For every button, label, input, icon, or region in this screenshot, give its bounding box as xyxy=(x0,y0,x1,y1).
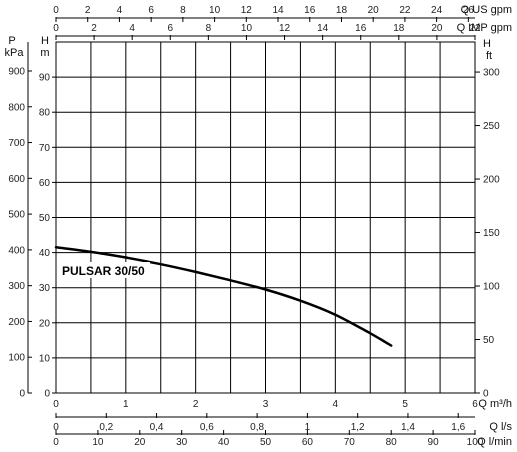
x-axis-us-gpm-tick-label: 22 xyxy=(399,5,411,16)
y-axis-kpa-tick-label: 100 xyxy=(8,353,25,364)
y-axis-kpa-tick-label: 600 xyxy=(8,174,25,185)
x-axis-imp-gpm-tick-label: 16 xyxy=(355,23,367,34)
x-axis-us-gpm-tick-label: 4 xyxy=(117,5,123,16)
y-axis-kpa-symbol: P xyxy=(8,35,15,47)
y-axis-ft-tick-label: 150 xyxy=(483,228,500,239)
y-axis-m-tick-label: 0 xyxy=(44,389,50,400)
y-axis-m-tick-label: 10 xyxy=(39,353,51,364)
x-axis-lmin-tick-label: 100 xyxy=(467,437,484,448)
x-axis-imp-gpm-label: Q IMP gpm xyxy=(457,22,512,34)
x-axis-imp-gpm-tick-label: 14 xyxy=(317,23,329,34)
x-axis-us-gpm-tick-label: 26 xyxy=(463,5,475,16)
x-axis-ls-tick-label: 0,2 xyxy=(99,422,113,433)
x-axis-ls-tick-label: 1,2 xyxy=(351,422,365,433)
x-axis-us-gpm-label: Q US gpm xyxy=(461,4,512,16)
y-axis-ft-tick-label: 300 xyxy=(483,68,500,79)
y-axis-kpa-tick-label: 0 xyxy=(19,389,25,400)
x-axis-us-gpm-tick-label: 18 xyxy=(336,5,348,16)
y-axis-m-tick-label: 50 xyxy=(39,213,51,224)
x-axis-ls-tick-label: 1,4 xyxy=(401,422,415,433)
x-axis-lmin-tick-label: 60 xyxy=(302,437,314,448)
x-axis-ls-tick-label: 0,4 xyxy=(150,422,164,433)
x-axis-imp-gpm-tick-label: 20 xyxy=(431,23,443,34)
x-axis-ls-tick-label: 1 xyxy=(305,422,311,433)
x-axis-lmin-tick-label: 10 xyxy=(92,437,104,448)
y-axis-kpa-tick-label: 900 xyxy=(8,66,25,77)
x-axis-lmin-tick-label: 50 xyxy=(260,437,272,448)
x-axis-us-gpm-tick-label: 12 xyxy=(241,5,253,16)
x-axis-imp-gpm-tick-label: 10 xyxy=(241,23,253,34)
x-axis-m3h-label: Q m³/h xyxy=(478,398,512,410)
x-axis-us-gpm-tick-label: 16 xyxy=(304,5,316,16)
x-axis-m3h-tick-label: 1 xyxy=(123,399,129,410)
y-axis-ft-tick-label: 250 xyxy=(483,121,500,132)
x-axis-us-gpm-tick-label: 20 xyxy=(368,5,380,16)
y-axis-m-symbol: H xyxy=(41,35,49,47)
x-axis-us-gpm-tick-label: 24 xyxy=(431,5,443,16)
x-axis-ls-tick-label: 0,8 xyxy=(250,422,264,433)
x-axis-lmin-tick-label: 40 xyxy=(218,437,230,448)
x-axis-us-gpm-tick-label: 2 xyxy=(85,5,91,16)
y-axis-ft-tick-label: 50 xyxy=(483,335,495,346)
y-axis-ft-tick-label: 200 xyxy=(483,175,500,186)
y-axis-kpa-tick-label: 800 xyxy=(8,102,25,113)
x-axis-imp-gpm-tick-label: 22 xyxy=(469,23,481,34)
series: PULSAR 30/50 xyxy=(54,246,393,347)
y-axis-m-tick-label: 60 xyxy=(39,178,51,189)
x-axis-m3h-tick-label: 2 xyxy=(193,399,199,410)
x-axis-imp-gpm-tick-label: 4 xyxy=(129,23,135,34)
x-axis-lmin-tick-label: 30 xyxy=(176,437,188,448)
y-axis-ft-symbol: H xyxy=(483,38,491,50)
y-axis-ft-unit: ft xyxy=(486,50,492,62)
x-axis-lmin-tick-label: 90 xyxy=(428,437,440,448)
x-axis-lmin-label: Q l/min xyxy=(477,436,512,448)
x-axis-us-gpm-tick-label: 8 xyxy=(180,5,186,16)
x-axis-imp-gpm-tick-label: 12 xyxy=(279,23,291,34)
x-axis-m3h-tick-label: 4 xyxy=(333,399,339,410)
x-axis-lmin-tick-label: 70 xyxy=(344,437,356,448)
y-axis-m-tick-label: 90 xyxy=(39,73,51,84)
x-axis-ls-tick-label: 0,6 xyxy=(200,422,214,433)
series-label: PULSAR 30/50 xyxy=(62,264,145,278)
x-axis-us-gpm-tick-label: 6 xyxy=(148,5,154,16)
y-axis-m-tick-label: 40 xyxy=(39,248,51,259)
x-axis-m3h-tick-label: 0 xyxy=(53,399,59,410)
x-axis-imp-gpm-tick-label: 6 xyxy=(167,23,173,34)
x-axis-lmin-tick-label: 20 xyxy=(134,437,146,448)
y-axis-m-tick-label: 80 xyxy=(39,108,51,119)
y-axis-kpa-tick-label: 400 xyxy=(8,245,25,256)
y-axis-kpa-unit: kPa xyxy=(5,47,25,59)
series-line-pulsar-30-50 xyxy=(54,246,393,347)
x-axis-ls-label: Q l/s xyxy=(489,421,512,433)
x-axis-ls-tick-label: 1,6 xyxy=(451,422,465,433)
x-axis-us-gpm-tick-label: 0 xyxy=(53,5,59,16)
series-label-bg xyxy=(60,262,150,278)
x-axis-imp-gpm-tick-label: 2 xyxy=(91,23,97,34)
y-axis-kpa-tick-label: 700 xyxy=(8,138,25,149)
y-axis-m-unit: m xyxy=(40,47,49,59)
x-axis-ls-tick-label: 0 xyxy=(53,422,59,433)
y-axis-m-tick-label: 30 xyxy=(39,283,51,294)
y-axis-ft-tick-label: 100 xyxy=(483,282,500,293)
grid xyxy=(55,41,476,394)
x-axis-m3h-tick-label: 5 xyxy=(402,399,408,410)
x-axis-us-gpm-tick-label: 14 xyxy=(272,5,284,16)
x-axis-imp-gpm-tick-label: 18 xyxy=(393,23,405,34)
x-axis-m3h-tick-label: 6 xyxy=(472,399,478,410)
y-axis-m-tick-label: 70 xyxy=(39,143,51,154)
x-axis-us-gpm-tick-label: 10 xyxy=(209,5,221,16)
y-axis-ft-tick-label: 0 xyxy=(483,389,489,400)
x-axis-m3h-tick-label: 3 xyxy=(263,399,269,410)
y-axis-kpa-tick-label: 300 xyxy=(8,281,25,292)
y-axis-m-tick-label: 20 xyxy=(39,318,51,329)
y-axis-kpa-tick-label: 200 xyxy=(8,317,25,328)
x-axis-lmin-tick-label: 0 xyxy=(53,437,59,448)
x-axis-imp-gpm-tick-label: 8 xyxy=(206,23,212,34)
x-axis-imp-gpm-tick-label: 0 xyxy=(53,23,59,34)
x-axis-lmin-tick-label: 80 xyxy=(386,437,398,448)
y-axis-kpa-tick-label: 500 xyxy=(8,210,25,221)
